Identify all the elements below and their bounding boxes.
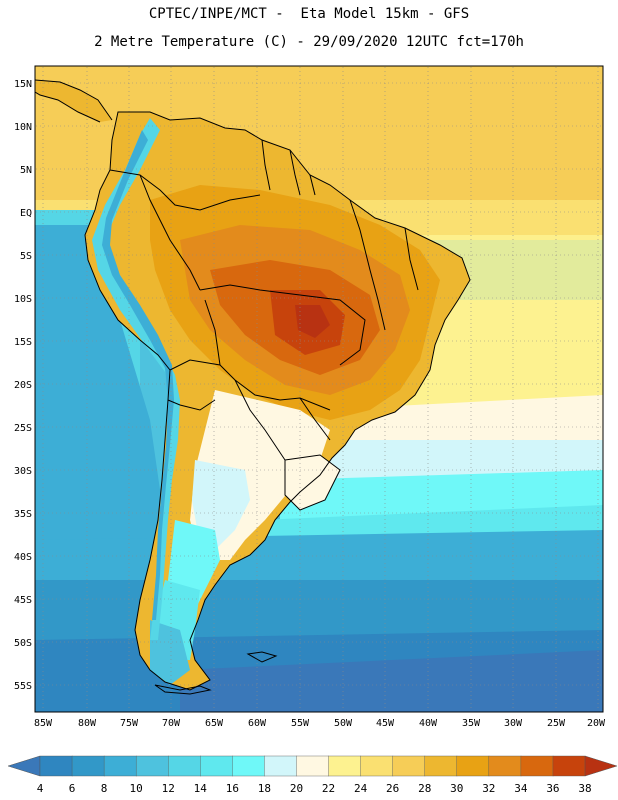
colorbar-high-arrow [584,755,618,777]
colorbar-swatch [264,755,297,777]
coastlines-borders [35,79,471,695]
lon-label: 40W [419,718,438,729]
colorbar-swatch [424,755,458,777]
colorbar-swatch [328,755,362,777]
colorbar-level-label: 34 [514,782,528,795]
colorbar-swatch [456,755,490,777]
lat-lon-grid [36,67,602,711]
lon-label: 80W [78,718,97,729]
lat-label: 10N [14,122,32,133]
lat-label: 5N [20,165,32,176]
colorbar-swatch [552,755,586,777]
colorbar-swatch [296,755,330,777]
colorbar-swatch [71,755,105,777]
lon-label: 20W [587,718,606,729]
colorbar-level-label: 22 [322,782,335,795]
lat-label: 50S [14,638,32,649]
colorbar-level-label: 28 [418,782,431,795]
colorbar-level-label: 26 [386,782,399,795]
colorbar-level-label: 16 [226,782,239,795]
colorbar-level-label: 32 [482,782,495,795]
lon-label: 30W [504,718,523,729]
longitude-labels: 85W 80W 75W 70W 65W 60W 55W 50W 45W 40W … [34,718,606,729]
colorbar-level-label: 24 [354,782,368,795]
lon-label: 35W [462,718,481,729]
colorbar-level-label: 6 [69,782,76,795]
lon-label: 25W [547,718,566,729]
colorbar-level-label: 12 [162,782,175,795]
lon-label: 55W [291,718,310,729]
lat-label: 10S [14,294,32,305]
map-frame [34,65,604,713]
lon-label: 75W [120,718,139,729]
lat-label: 25S [14,423,32,434]
colorbar-level-label: 18 [258,782,271,795]
latitude-labels: 15N 10N 5N EQ 5S 10S 15S 20S 25S 30S 35S… [14,79,32,692]
colorbar-swatch [103,755,137,777]
color-scale-bar: 4 6 8 10 12 14 16 18 20 22 24 26 28 30 32 34 36 38 [7,755,618,795]
lon-label: 60W [248,718,267,729]
lat-label: 15S [14,337,32,348]
colorbar-level-label: 38 [578,782,591,795]
lat-label: 20S [14,380,32,391]
colorbar-swatch [168,755,201,777]
colorbar-swatch [200,755,233,777]
lon-label: 70W [162,718,181,729]
colorbar-level-label: 8 [101,782,108,795]
lat-label: 5S [20,251,32,262]
lon-label: 45W [376,718,395,729]
chart-title-line2: 2 Metre Temperature (C) - 29/09/2020 12U… [94,34,524,50]
lon-label: 50W [334,718,353,729]
lon-label: 65W [205,718,224,729]
lat-label: 55S [14,681,32,692]
lat-label: EQ [20,208,32,219]
temperature-field [35,66,603,712]
colorbar-low-arrow [7,755,41,777]
colorbar-swatch [392,755,426,777]
colorbar-swatch [232,755,265,777]
colorbar-level-label: 4 [37,782,44,795]
colorbar-swatch [135,755,169,777]
colorbar-swatch [520,755,554,777]
colorbar-swatch [39,755,73,777]
lat-label: 40S [14,552,32,563]
colorbar-level-label: 36 [546,782,559,795]
lat-label: 15N [14,79,32,90]
colorbar-swatch [360,755,394,777]
chart-title-line1: CPTEC/INPE/MCT - Eta Model 15km - GFS [148,6,470,22]
colorbar-level-label: 20 [290,782,303,795]
lon-label: 85W [34,718,53,729]
lat-label: 35S [14,509,32,520]
colorbar-level-label: 14 [194,782,208,795]
lat-label: 45S [14,595,32,606]
colorbar-level-label: 30 [450,782,463,795]
colorbar-swatch [488,755,522,777]
lat-label: 30S [14,466,32,477]
colorbar-level-label: 10 [130,782,143,795]
